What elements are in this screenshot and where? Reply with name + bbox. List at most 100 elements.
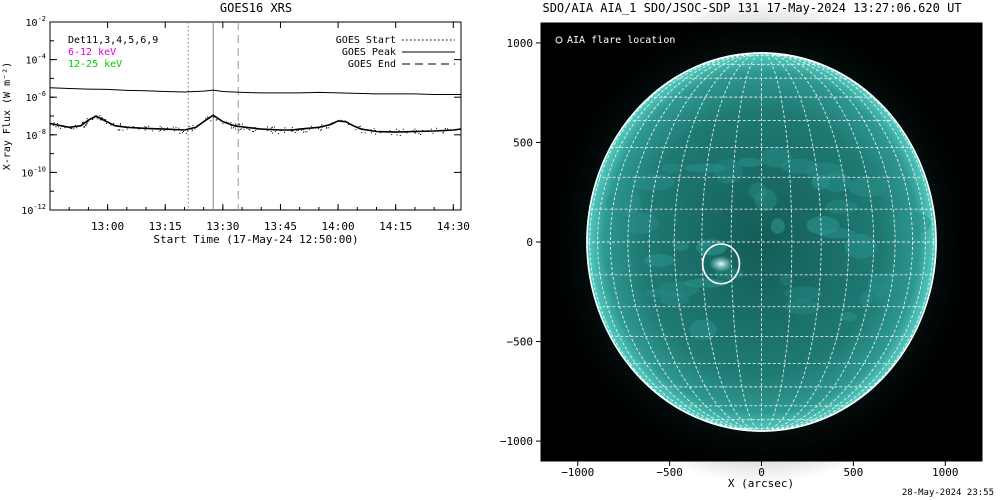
goes-noise-point bbox=[62, 125, 64, 127]
longitude-line bbox=[761, 52, 914, 432]
goes-noise-point bbox=[87, 121, 89, 123]
goes-noise-point bbox=[99, 115, 101, 117]
longitude-line bbox=[609, 52, 762, 432]
goes-noise-point bbox=[303, 131, 304, 133]
goes-noise-point bbox=[436, 127, 437, 129]
goes-noise-point bbox=[320, 129, 322, 131]
goes-noise-point bbox=[187, 130, 189, 132]
goes-noise-point bbox=[178, 127, 180, 129]
goes-noise-point bbox=[251, 127, 253, 129]
aia-y-tick-label: −1000 bbox=[500, 435, 533, 448]
goes-noise-point bbox=[444, 128, 446, 129]
active-region bbox=[819, 228, 856, 239]
aia-legend-marker bbox=[555, 36, 563, 44]
active-region bbox=[684, 163, 727, 173]
goes-noise-point bbox=[76, 127, 78, 129]
goes-noise-point bbox=[234, 123, 236, 125]
goes-noise-point bbox=[254, 127, 256, 128]
goes-noise-point bbox=[267, 129, 269, 131]
goes-legend: GOES Start GOES Peak GOES End bbox=[336, 35, 455, 70]
goes-x-tick-label: 13:15 bbox=[149, 220, 182, 233]
goes-noise-point bbox=[148, 125, 150, 127]
goes-noise-point bbox=[222, 123, 224, 125]
active-region bbox=[689, 319, 718, 340]
active-region bbox=[683, 278, 728, 288]
longitude-line bbox=[761, 52, 850, 432]
aia-x-tick-label: 1000 bbox=[932, 466, 959, 479]
goes-noise-point bbox=[232, 124, 234, 126]
goes-noise-point bbox=[412, 130, 414, 132]
aia-y-tick-label: 500 bbox=[513, 136, 533, 149]
goes-noise-point bbox=[55, 126, 57, 128]
goes-noise-point bbox=[119, 124, 121, 126]
goes-noise-point bbox=[160, 129, 162, 131]
goes-noise-point bbox=[86, 118, 88, 120]
goes-noise-point bbox=[191, 130, 193, 132]
goes-noise-point bbox=[370, 129, 372, 131]
goes-noise-point bbox=[420, 134, 421, 135]
longitude-line bbox=[648, 52, 762, 432]
goes-noise-point bbox=[117, 129, 119, 131]
goes-noise-point bbox=[270, 127, 272, 129]
goes-title: GOES16 XRS bbox=[220, 1, 292, 15]
goes-noise-point bbox=[102, 117, 104, 119]
longitude-line bbox=[627, 52, 762, 432]
goes-noise-point bbox=[230, 122, 232, 124]
goes-noise-point bbox=[447, 128, 448, 130]
footer-timestamp: 28-May-2024 23:55 bbox=[902, 488, 994, 498]
goes-noise-point bbox=[402, 128, 404, 130]
active-region bbox=[713, 158, 744, 184]
active-region bbox=[738, 157, 762, 168]
goes-noise-point bbox=[132, 126, 134, 128]
goes-noise-point bbox=[205, 117, 207, 119]
goes-noise-point bbox=[64, 127, 66, 129]
goes-noise-point bbox=[444, 130, 446, 132]
goes-noise-point bbox=[239, 126, 241, 128]
goes-noise-point bbox=[272, 132, 274, 134]
aia-legend-label: AIA flare location bbox=[567, 35, 675, 46]
goes-noise-point bbox=[82, 121, 84, 123]
goes-noise-point bbox=[237, 125, 239, 127]
active-region bbox=[779, 273, 793, 286]
goes-noise-point bbox=[235, 124, 237, 126]
goes-noise-point bbox=[320, 129, 322, 131]
goes-noise-point bbox=[306, 131, 308, 133]
goes-noise-point bbox=[132, 127, 134, 129]
aia-y-tick-label: 1000 bbox=[507, 37, 534, 50]
goes-noise-point bbox=[256, 128, 258, 130]
goes-noise-point bbox=[246, 127, 248, 129]
goes-noise-point bbox=[159, 125, 161, 127]
goes-noise-point bbox=[417, 131, 419, 132]
goes-noise-point bbox=[100, 119, 102, 121]
aia-sun bbox=[538, 0, 985, 485]
goes-noise-point bbox=[326, 127, 328, 128]
goes-noise-point bbox=[373, 128, 375, 130]
goes-noise-point bbox=[357, 126, 359, 128]
active-region bbox=[859, 292, 874, 306]
energy-band-low: 6-12 keV bbox=[68, 47, 116, 58]
active-region bbox=[784, 286, 823, 301]
active-region bbox=[754, 188, 777, 212]
goes-noise-point bbox=[191, 127, 193, 129]
goes-noise-point bbox=[347, 124, 349, 125]
active-region bbox=[811, 174, 830, 190]
goes-noise-point bbox=[304, 131, 306, 133]
goes-noise-point bbox=[50, 123, 51, 125]
goes-noise-point bbox=[351, 124, 352, 126]
aia-x-ticks: −1000 −500 0 500 1000 bbox=[561, 461, 959, 479]
detector-label: Det11,3,4,5,6,9 bbox=[68, 35, 158, 46]
goes-noise-point bbox=[210, 120, 212, 122]
aia-y-ticks: 1000 500 0 −500 −1000 bbox=[500, 37, 541, 448]
goes-noise-point bbox=[391, 134, 393, 135]
goes-noise-point bbox=[81, 122, 83, 124]
goes-y-axis-label: X-ray Flux (W m⁻²) bbox=[2, 62, 13, 170]
goes-noise-point bbox=[389, 130, 391, 132]
goes-noise-point bbox=[415, 132, 417, 134]
goes-noise-point bbox=[445, 129, 447, 131]
active-region bbox=[865, 282, 903, 302]
goes-noise-point bbox=[125, 126, 127, 128]
goes-noise-point bbox=[374, 129, 376, 131]
goes-noise-point bbox=[216, 119, 218, 121]
goes-noise-point bbox=[118, 129, 120, 131]
goes-noise-point bbox=[71, 128, 72, 130]
